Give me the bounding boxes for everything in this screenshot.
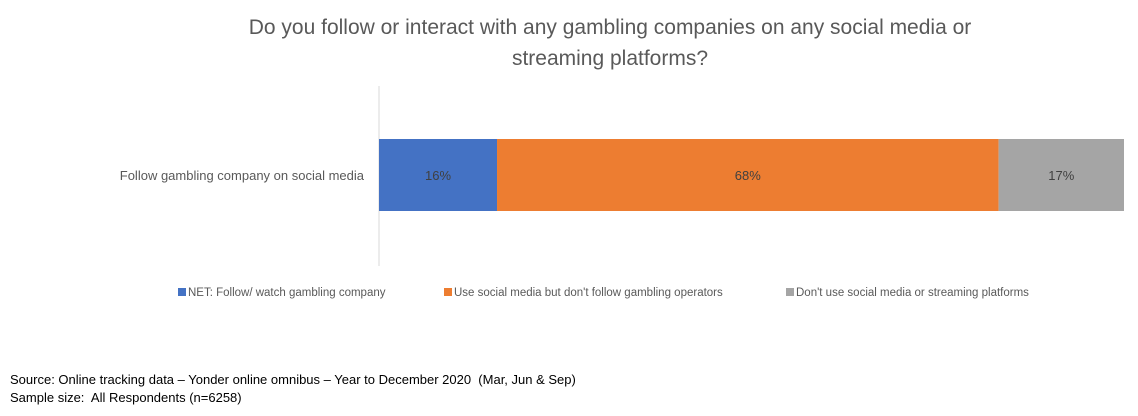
bar-segment-2 [497, 139, 999, 211]
legend-label-3: Don't use social media or streaming plat… [796, 287, 1029, 299]
legend-swatch-2 [444, 288, 452, 296]
source-note: Source: Online tracking data – Yonder on… [10, 371, 576, 407]
legend-swatch-3 [786, 288, 794, 296]
category-label: Follow gambling company on social media [120, 168, 365, 183]
chart-title-line-1: Do you follow or interact with any gambl… [248, 16, 972, 39]
sample-size-text: Sample size: All Respondents (n=6258) [10, 390, 242, 405]
bar-segment-3 [998, 139, 1124, 211]
bars-group: 16% 68% 17% [379, 139, 1124, 211]
data-label-1: 16% [425, 168, 451, 183]
data-label-2: 68% [735, 168, 761, 183]
source-text: Source: Online tracking data – Yonder on… [10, 372, 576, 387]
legend-swatch-1 [178, 288, 186, 296]
chart-title-line-2: streaming platforms? [511, 47, 709, 70]
legend-label-1: NET: Follow/ watch gambling company [188, 287, 386, 299]
legend-label-2: Use social media but don't follow gambli… [454, 287, 723, 299]
chart-title: Do you follow or interact with any gambl… [0, 12, 1138, 74]
bar-segment-1 [379, 139, 498, 211]
legend: NET: Follow/ watch gambling company Use s… [178, 287, 1029, 299]
data-label-3: 17% [1048, 168, 1074, 183]
category-labels: Follow gambling company on social media [120, 168, 365, 183]
